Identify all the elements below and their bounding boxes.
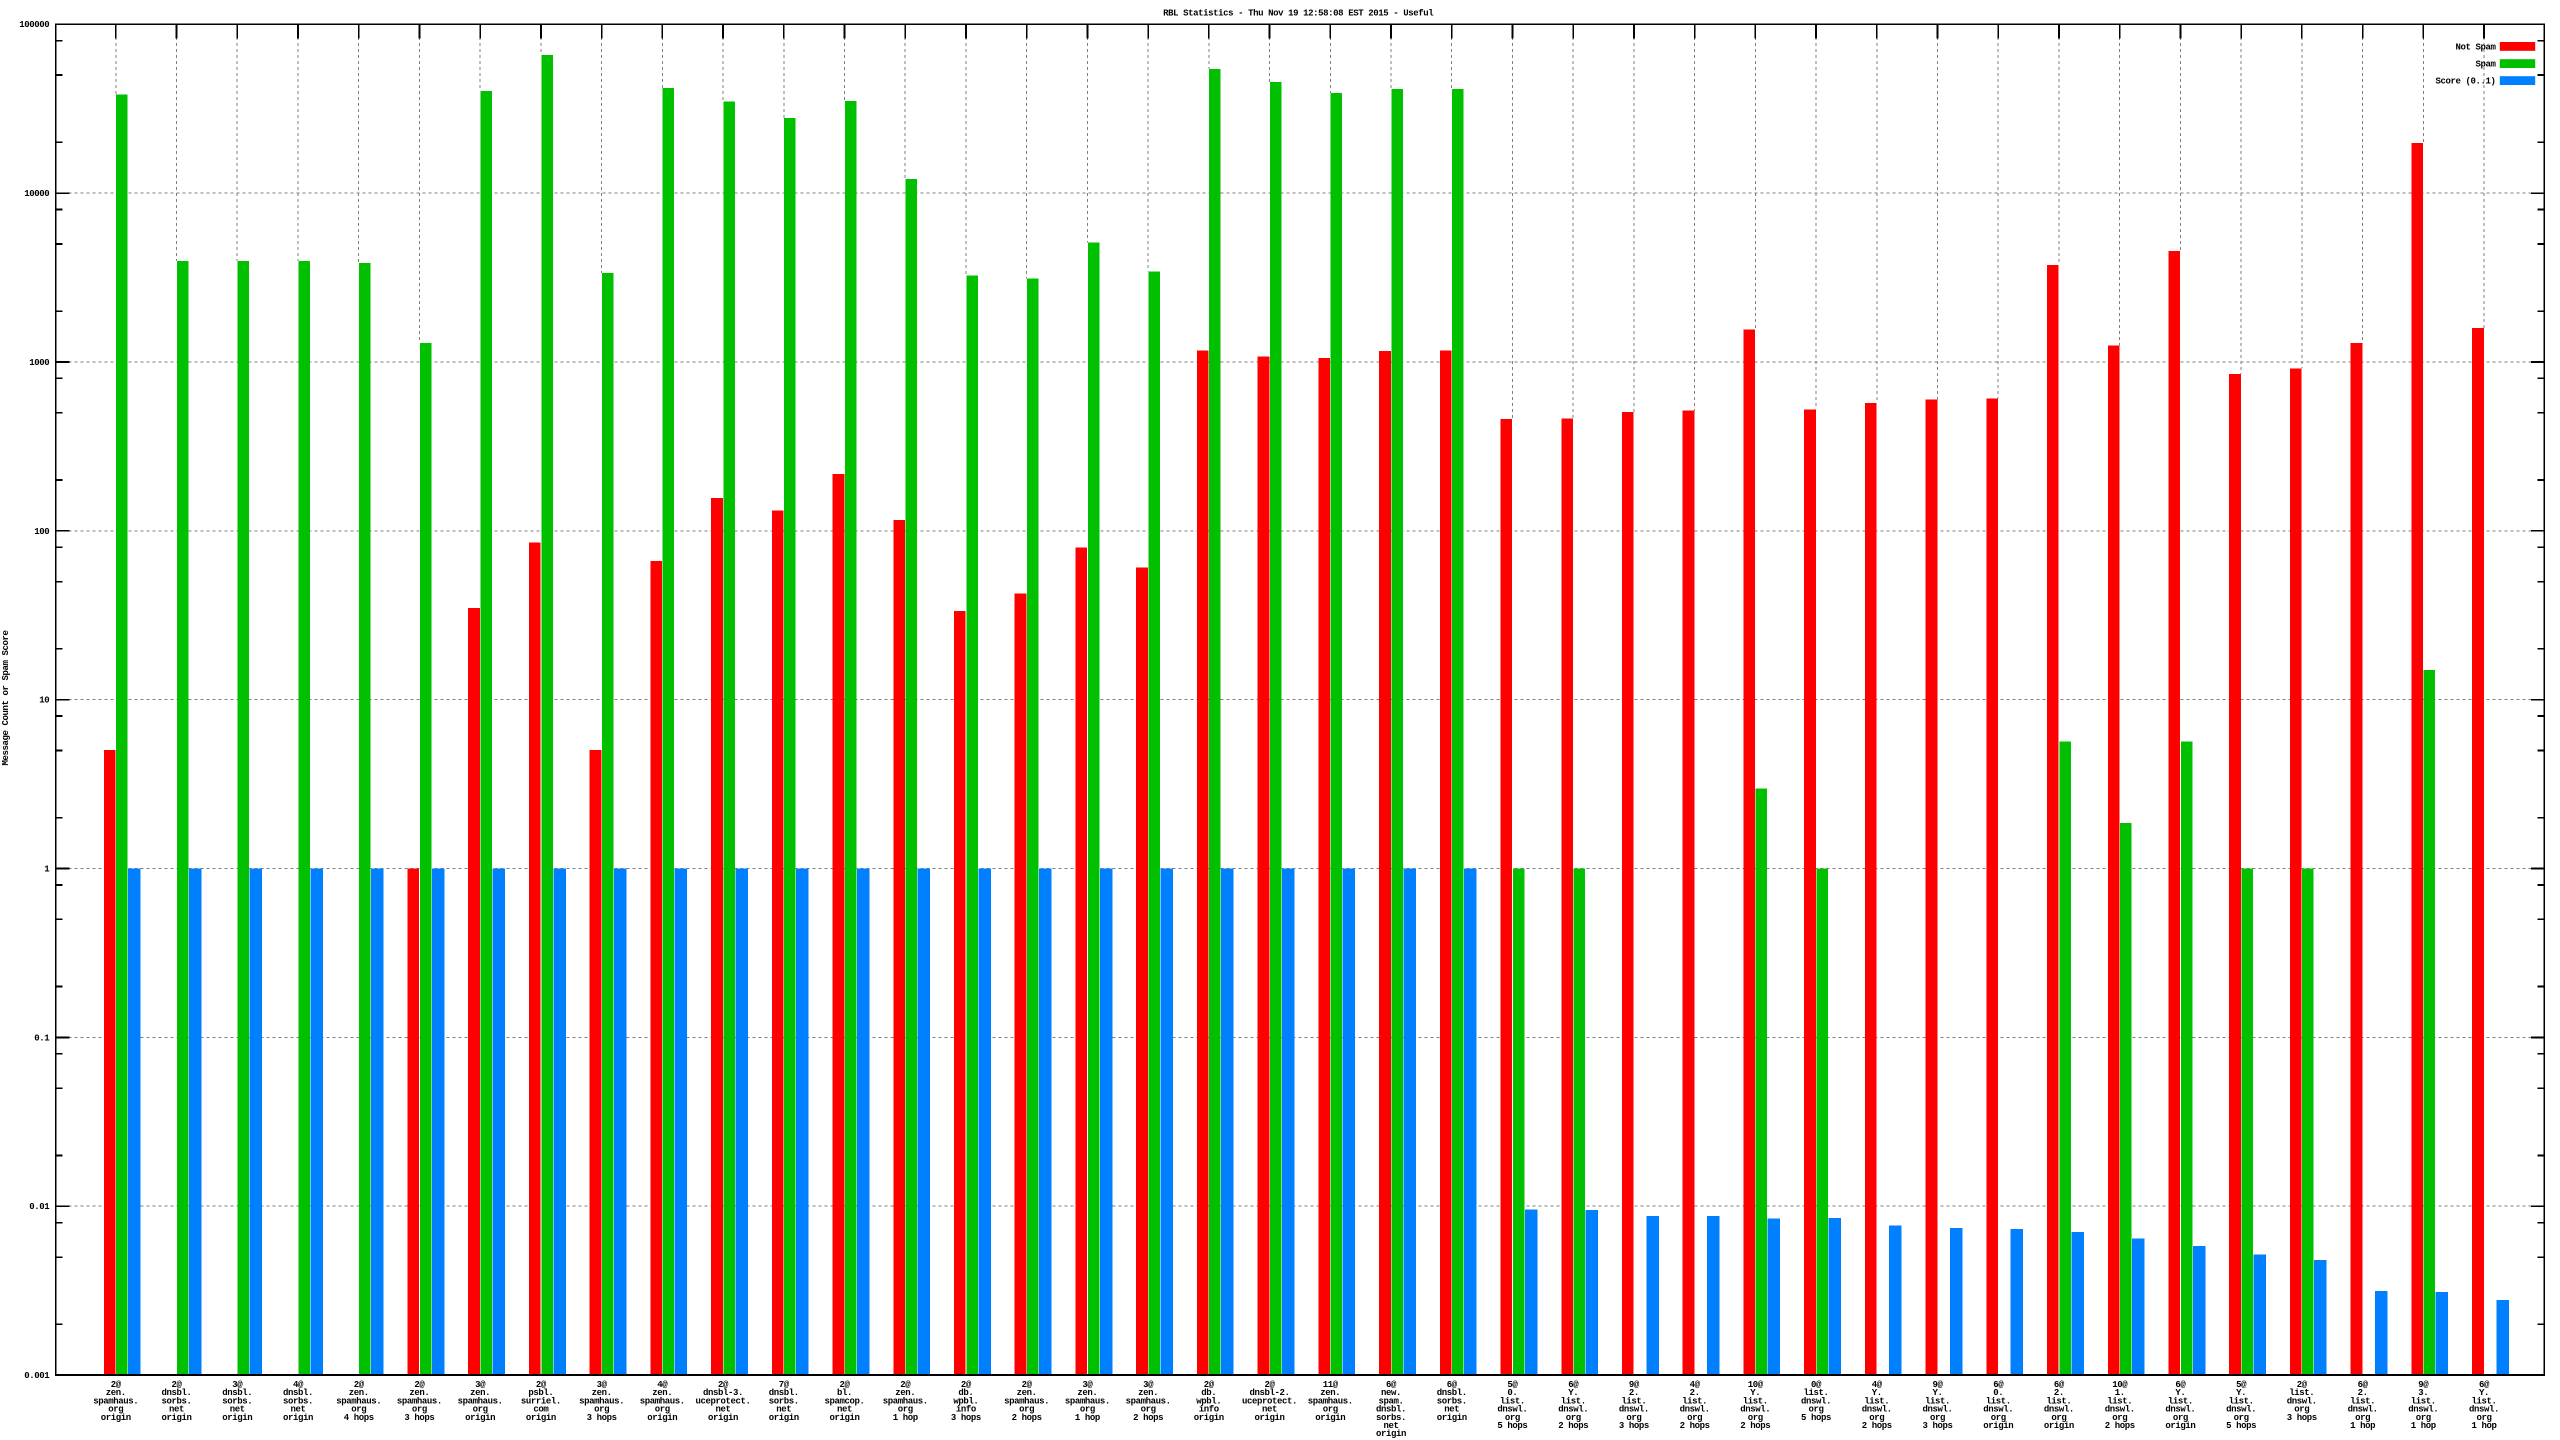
svg-text:Score (0..1): Score (0..1)	[2435, 77, 2495, 87]
svg-text:Message Count or Spam Score: Message Count or Spam Score	[1, 630, 11, 765]
svg-text:Not Spam: Not Spam	[2455, 42, 2496, 52]
svg-text:1000: 1000	[29, 358, 49, 368]
svg-text:0.01: 0.01	[29, 1202, 50, 1212]
svg-text:10000: 10000	[24, 189, 49, 199]
svg-text:0.001: 0.001	[24, 1371, 50, 1381]
svg-text:0.1: 0.1	[34, 1033, 50, 1043]
svg-text:100: 100	[34, 527, 49, 537]
svg-text:RBL Statistics - Thu Nov 19 12: RBL Statistics - Thu Nov 19 12:58:08 EST…	[1163, 9, 1434, 19]
svg-text:10: 10	[39, 696, 49, 706]
svg-text:100000: 100000	[19, 20, 49, 30]
svg-text:Spam: Spam	[2475, 59, 2496, 69]
svg-text:1: 1	[44, 865, 50, 875]
